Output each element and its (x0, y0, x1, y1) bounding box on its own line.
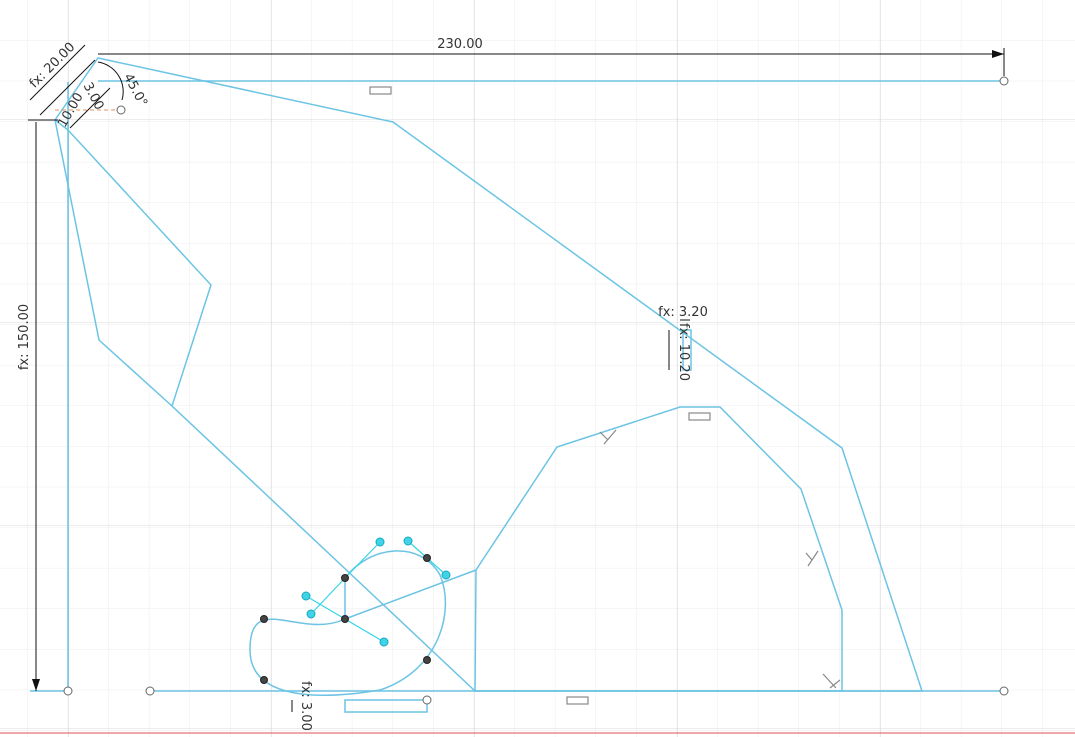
dimension-label[interactable]: 230.00 (437, 37, 483, 52)
dimension-lines (28, 44, 1005, 712)
sketch-rect[interactable] (344, 699, 428, 713)
sketch-rect[interactable] (682, 329, 692, 371)
dimension-label[interactable]: fx: 3.20 (658, 305, 708, 320)
dimension-label[interactable]: fx: 10.20 (676, 323, 691, 381)
sketch-line[interactable] (54, 119, 173, 407)
spline-handles (260, 536, 451, 684)
constraint-icons (369, 86, 841, 705)
dimension-label[interactable]: fx: 3.00 (298, 681, 313, 731)
sketch-points (63, 76, 1009, 705)
dimension-label[interactable]: fx: 150.00 (17, 304, 32, 370)
